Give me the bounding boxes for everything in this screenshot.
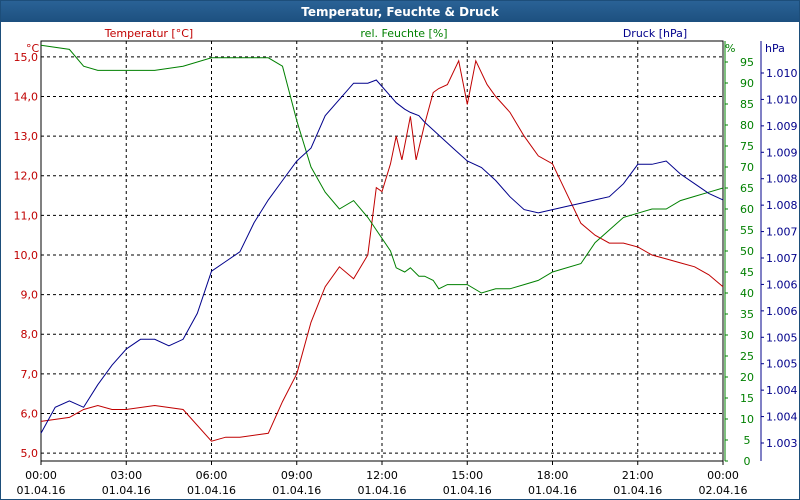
x-tick-label-time: 12:00 [366,469,398,482]
temperature-unit-label: °C [26,42,40,55]
temperature-tick-label: 8,0 [21,328,39,341]
x-tick-label-date: 01.04.16 [272,484,321,497]
x-tick-label-time: 03:00 [110,469,142,482]
window-title: Temperatur, Feuchte & Druck [1,1,799,22]
weather-chart: 00:00 01.04.16 03:00 01.04.16 06:00 01.04.16 0… [14,27,798,497]
axis-labels: 00:00 01.04.16 03:00 01.04.16 06:00 01.04.16 0… [14,27,798,497]
pressure-tick-label: 1.003 [766,437,798,450]
x-tick-label-time: 15:00 [451,469,483,482]
humidity-series-line [40,44,724,294]
humidity-tick-label: 20 [740,371,754,384]
humidity-tick-label: 60 [740,203,754,216]
pressure-tick-label: 1.004 [766,411,798,424]
humidity-tick-label: 50 [740,245,754,258]
humidity-tick-label: 15 [740,392,754,405]
x-tick-label-time: 18:00 [537,469,569,482]
pressure-series-line [40,79,724,434]
x-tick-label-time: 21:00 [622,469,654,482]
x-tick-label-time: 00:00 [707,469,739,482]
temperature-tick-label: 11,0 [14,209,39,222]
pressure-tick-label: 1.005 [766,358,798,371]
temperature-tick-label: 13,0 [14,130,39,143]
temperature-tick-label: 10,0 [14,249,39,262]
humidity-tick-label: 40 [740,287,754,300]
pressure-tick-label: 1.006 [766,278,798,291]
x-tick-label-date: 01.04.16 [17,484,66,497]
x-tick-label-date: 01.04.16 [102,484,151,497]
pressure-tick-label: 1.008 [766,199,798,212]
humidity-tick-label: 0 [744,455,751,468]
humidity-tick-label: 5 [744,434,751,447]
x-tick-label-time: 09:00 [281,469,313,482]
legend-humidity: rel. Feuchte [%] [360,27,447,40]
humidity-tick-label: 85 [740,98,754,111]
humidity-tick-label: 45 [740,266,754,279]
pressure-tick-label: 1.010 [766,67,798,80]
humidity-tick-label: 65 [740,182,754,195]
series-layer [40,44,724,442]
pressure-unit-label: hPa [765,42,785,55]
pressure-tick-label: 1.009 [766,146,798,159]
x-tick-label-date: 01.04.16 [358,484,407,497]
pressure-tick-label: 1.007 [766,252,798,265]
pressure-tick-label: 1.005 [766,331,798,344]
pressure-tick-label: 1.010 [766,93,798,106]
humidity-tick-label: 30 [740,329,754,342]
temperature-tick-label: 7,0 [21,368,39,381]
x-tick-label-time: 06:00 [196,469,228,482]
x-tick-label-date: 01.04.16 [187,484,236,497]
legend-temperature: Temperatur [°C] [104,27,193,40]
x-tick-label-date: 01.04.16 [613,484,662,497]
x-tick-label-time: 00:00 [25,469,57,482]
legend-pressure: Druck [hPa] [623,27,687,40]
temperature-tick-label: 15,0 [14,51,39,64]
humidity-tick-label: 95 [740,56,754,69]
temperature-tick-label: 5,0 [21,447,39,460]
axes [40,40,764,465]
x-tick-label-date: 01.04.16 [443,484,492,497]
x-tick-label-date: 01.04.16 [528,484,577,497]
humidity-tick-label: 70 [740,161,754,174]
temperature-series-line [40,59,724,442]
grid-lines [41,41,723,461]
temperature-tick-label: 9,0 [21,289,39,302]
pressure-tick-label: 1.004 [766,384,798,397]
humidity-tick-label: 25 [740,350,754,363]
pressure-tick-label: 1.008 [766,173,798,186]
pressure-tick-label: 1.007 [766,226,798,239]
humidity-tick-label: 75 [740,140,754,153]
humidity-tick-label: 90 [740,77,754,90]
humidity-tick-label: 10 [740,413,754,426]
pressure-tick-label: 1.006 [766,305,798,318]
temperature-tick-label: 12,0 [14,170,39,183]
humidity-unit-label: % [725,42,735,55]
humidity-tick-label: 35 [740,308,754,321]
temperature-tick-label: 14,0 [14,90,39,103]
x-tick-label-date: 02.04.16 [699,484,748,497]
temperature-tick-label: 6,0 [21,407,39,420]
humidity-tick-label: 80 [740,119,754,132]
humidity-tick-label: 55 [740,224,754,237]
pressure-tick-label: 1.009 [766,120,798,133]
